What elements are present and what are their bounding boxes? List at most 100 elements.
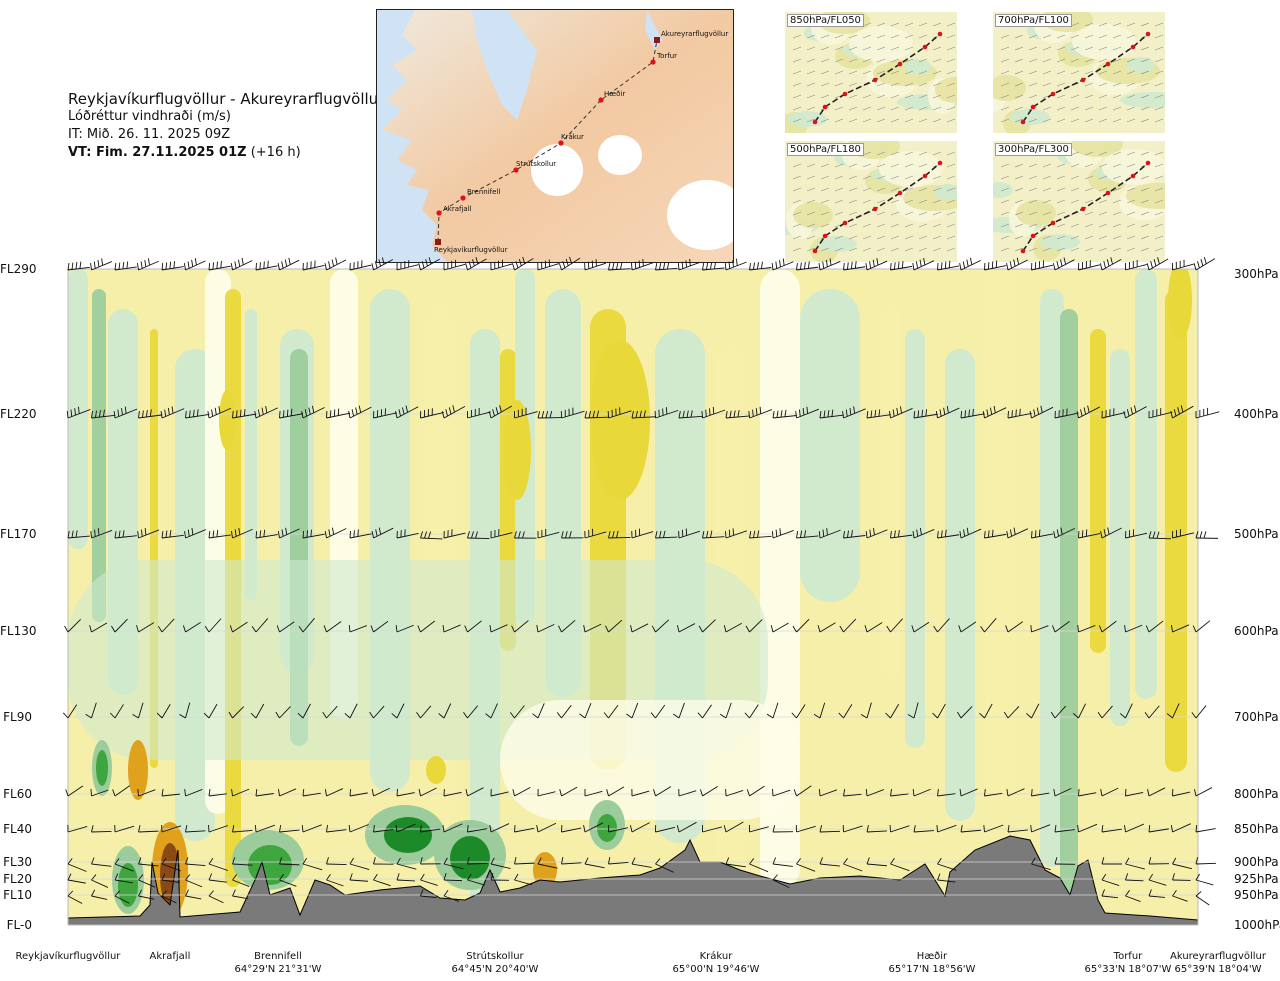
map-point-label: Akrafjall xyxy=(443,205,472,213)
map-point-label: Krákur xyxy=(561,133,584,141)
thumbnail-barb xyxy=(806,58,816,63)
wind-barb xyxy=(1145,620,1164,633)
thumbnail-barb xyxy=(792,46,802,51)
wind-barb xyxy=(890,789,909,797)
wind-barb xyxy=(185,825,206,833)
thumbnail-cell xyxy=(904,59,932,75)
wind-barb xyxy=(302,788,321,797)
wind-barb xyxy=(511,620,529,633)
wind-barb xyxy=(228,706,245,719)
wind-barb xyxy=(890,529,913,539)
wind-barb xyxy=(1148,857,1170,865)
thumbnail-barb xyxy=(820,82,830,87)
wind-barb xyxy=(136,622,155,633)
thumbnail-barb xyxy=(1084,223,1094,228)
wind-barb xyxy=(937,789,956,797)
wind-barb xyxy=(1193,787,1213,797)
thumbnail-barb xyxy=(792,118,802,123)
wind-barb xyxy=(277,527,300,539)
thumbnail-barb xyxy=(1098,46,1108,51)
thumbnail-barb xyxy=(1042,163,1052,168)
wind-barb xyxy=(860,702,872,719)
thumbnail-barb xyxy=(1084,58,1094,63)
thumbnail-barb xyxy=(834,82,844,87)
thumbnail-barb xyxy=(1056,106,1066,111)
thumbnail-barb xyxy=(932,223,942,228)
thumbnail-barb xyxy=(918,151,928,156)
wind-barb xyxy=(442,624,461,633)
wind-barb xyxy=(279,825,300,833)
thumbnail-barb xyxy=(792,223,802,228)
thumbnail-barb xyxy=(1056,247,1066,252)
thumbnail-cell xyxy=(879,151,943,187)
wind-barb xyxy=(631,410,656,419)
wind-barb xyxy=(1148,408,1173,419)
level-thumbnail: 300hPa/FL300 xyxy=(993,141,1165,262)
thumbnail-barb xyxy=(1014,118,1024,123)
thumbnail-barb xyxy=(1126,235,1136,240)
thumbnail-barb xyxy=(806,34,816,39)
thumbnail-barb xyxy=(904,118,914,123)
wind-barb xyxy=(1195,873,1214,886)
wind-barb xyxy=(67,530,90,539)
wind-barb xyxy=(395,823,416,833)
wind-barb xyxy=(323,621,342,633)
location-coordinates: 65°39'N 18°04'W xyxy=(1174,964,1262,975)
thumbnail-barb xyxy=(1056,163,1066,168)
field-band xyxy=(175,349,215,841)
wind-barb xyxy=(111,618,128,633)
thumbnail-barb xyxy=(1112,163,1122,168)
thumbnail-map xyxy=(785,141,957,262)
thumbnail-barb xyxy=(890,187,900,192)
wind-barb xyxy=(348,405,372,419)
wind-barb xyxy=(232,857,253,866)
field-cell xyxy=(160,843,180,907)
pressure-level-label: 925hPa xyxy=(1234,872,1279,886)
wind-barb xyxy=(255,788,274,797)
wind-barb xyxy=(420,889,437,898)
pressure-level-label: 950hPa xyxy=(1234,888,1279,902)
wind-barb xyxy=(676,623,696,633)
wind-barb xyxy=(208,824,229,833)
wind-barb xyxy=(463,705,479,719)
wind-barb xyxy=(443,788,462,797)
wind-barb xyxy=(91,874,109,888)
thumbnail-barb xyxy=(890,94,900,99)
thumbnail-barb xyxy=(932,46,942,51)
thumbnail-barb xyxy=(1126,151,1136,156)
wind-barb xyxy=(113,406,138,419)
wind-barb xyxy=(1172,788,1191,797)
thumbnail-barb xyxy=(1000,187,1010,192)
wind-barb xyxy=(1097,705,1113,719)
wind-barb xyxy=(250,703,265,719)
route-map-svg: Reykjavíkurflugvöllur Akrafjall Brennifell… xyxy=(377,10,733,262)
field-band xyxy=(1090,329,1106,653)
thumbnail-barb xyxy=(1084,70,1094,75)
location-name: Hæðir xyxy=(916,951,948,962)
thumbnail-waypoint xyxy=(1130,44,1136,50)
thumbnail-barb xyxy=(1000,94,1010,99)
thumbnail-barb xyxy=(806,70,816,75)
wind-barb xyxy=(631,788,650,797)
wind-barb xyxy=(719,702,732,719)
field-cell xyxy=(384,817,432,853)
thumbnail-barb xyxy=(792,94,802,99)
wind-barb xyxy=(1195,891,1210,906)
field-band xyxy=(68,560,768,760)
thumbnail-barb xyxy=(1098,175,1108,180)
thumbnail-waypoint xyxy=(1145,160,1151,166)
wind-barb xyxy=(678,528,701,539)
flight-level-label: FL20 xyxy=(3,872,32,886)
wind-barb xyxy=(842,406,866,419)
thumbnail-barb xyxy=(904,22,914,27)
wind-barb xyxy=(725,788,744,797)
thumbnail-barb xyxy=(1070,70,1080,75)
level-gridlines xyxy=(68,413,1198,896)
wind-barb xyxy=(438,703,452,719)
wind-barb xyxy=(1031,788,1050,797)
thumbnail-barb xyxy=(1140,58,1150,63)
map-point-label: Reykjavíkurflugvöllur xyxy=(434,246,508,254)
thumbnail-barb xyxy=(890,175,900,180)
thumbnail-barb xyxy=(904,94,914,99)
thumbnail-barb xyxy=(820,211,830,216)
